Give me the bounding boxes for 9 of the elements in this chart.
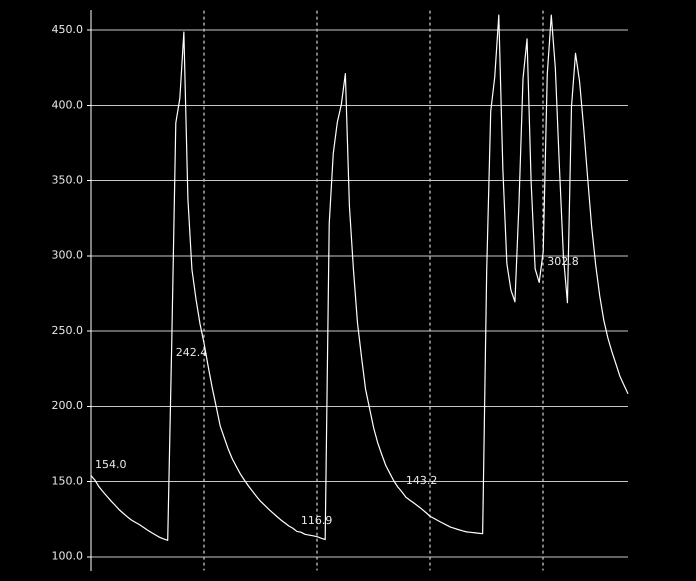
- y-tick-label: 350.0: [52, 174, 83, 187]
- y-tick-label: 200.0: [52, 399, 83, 412]
- y-tick-label: 250.0: [52, 324, 83, 337]
- y-tick-label: 400.0: [52, 98, 83, 112]
- y-tick-label: 300.0: [52, 248, 83, 262]
- y-tick-label: 100.0: [52, 550, 83, 563]
- y-tick-label: 150.0: [52, 474, 83, 488]
- y-tick-label: 450.0: [52, 23, 83, 36]
- data-label: 154.0: [95, 458, 126, 471]
